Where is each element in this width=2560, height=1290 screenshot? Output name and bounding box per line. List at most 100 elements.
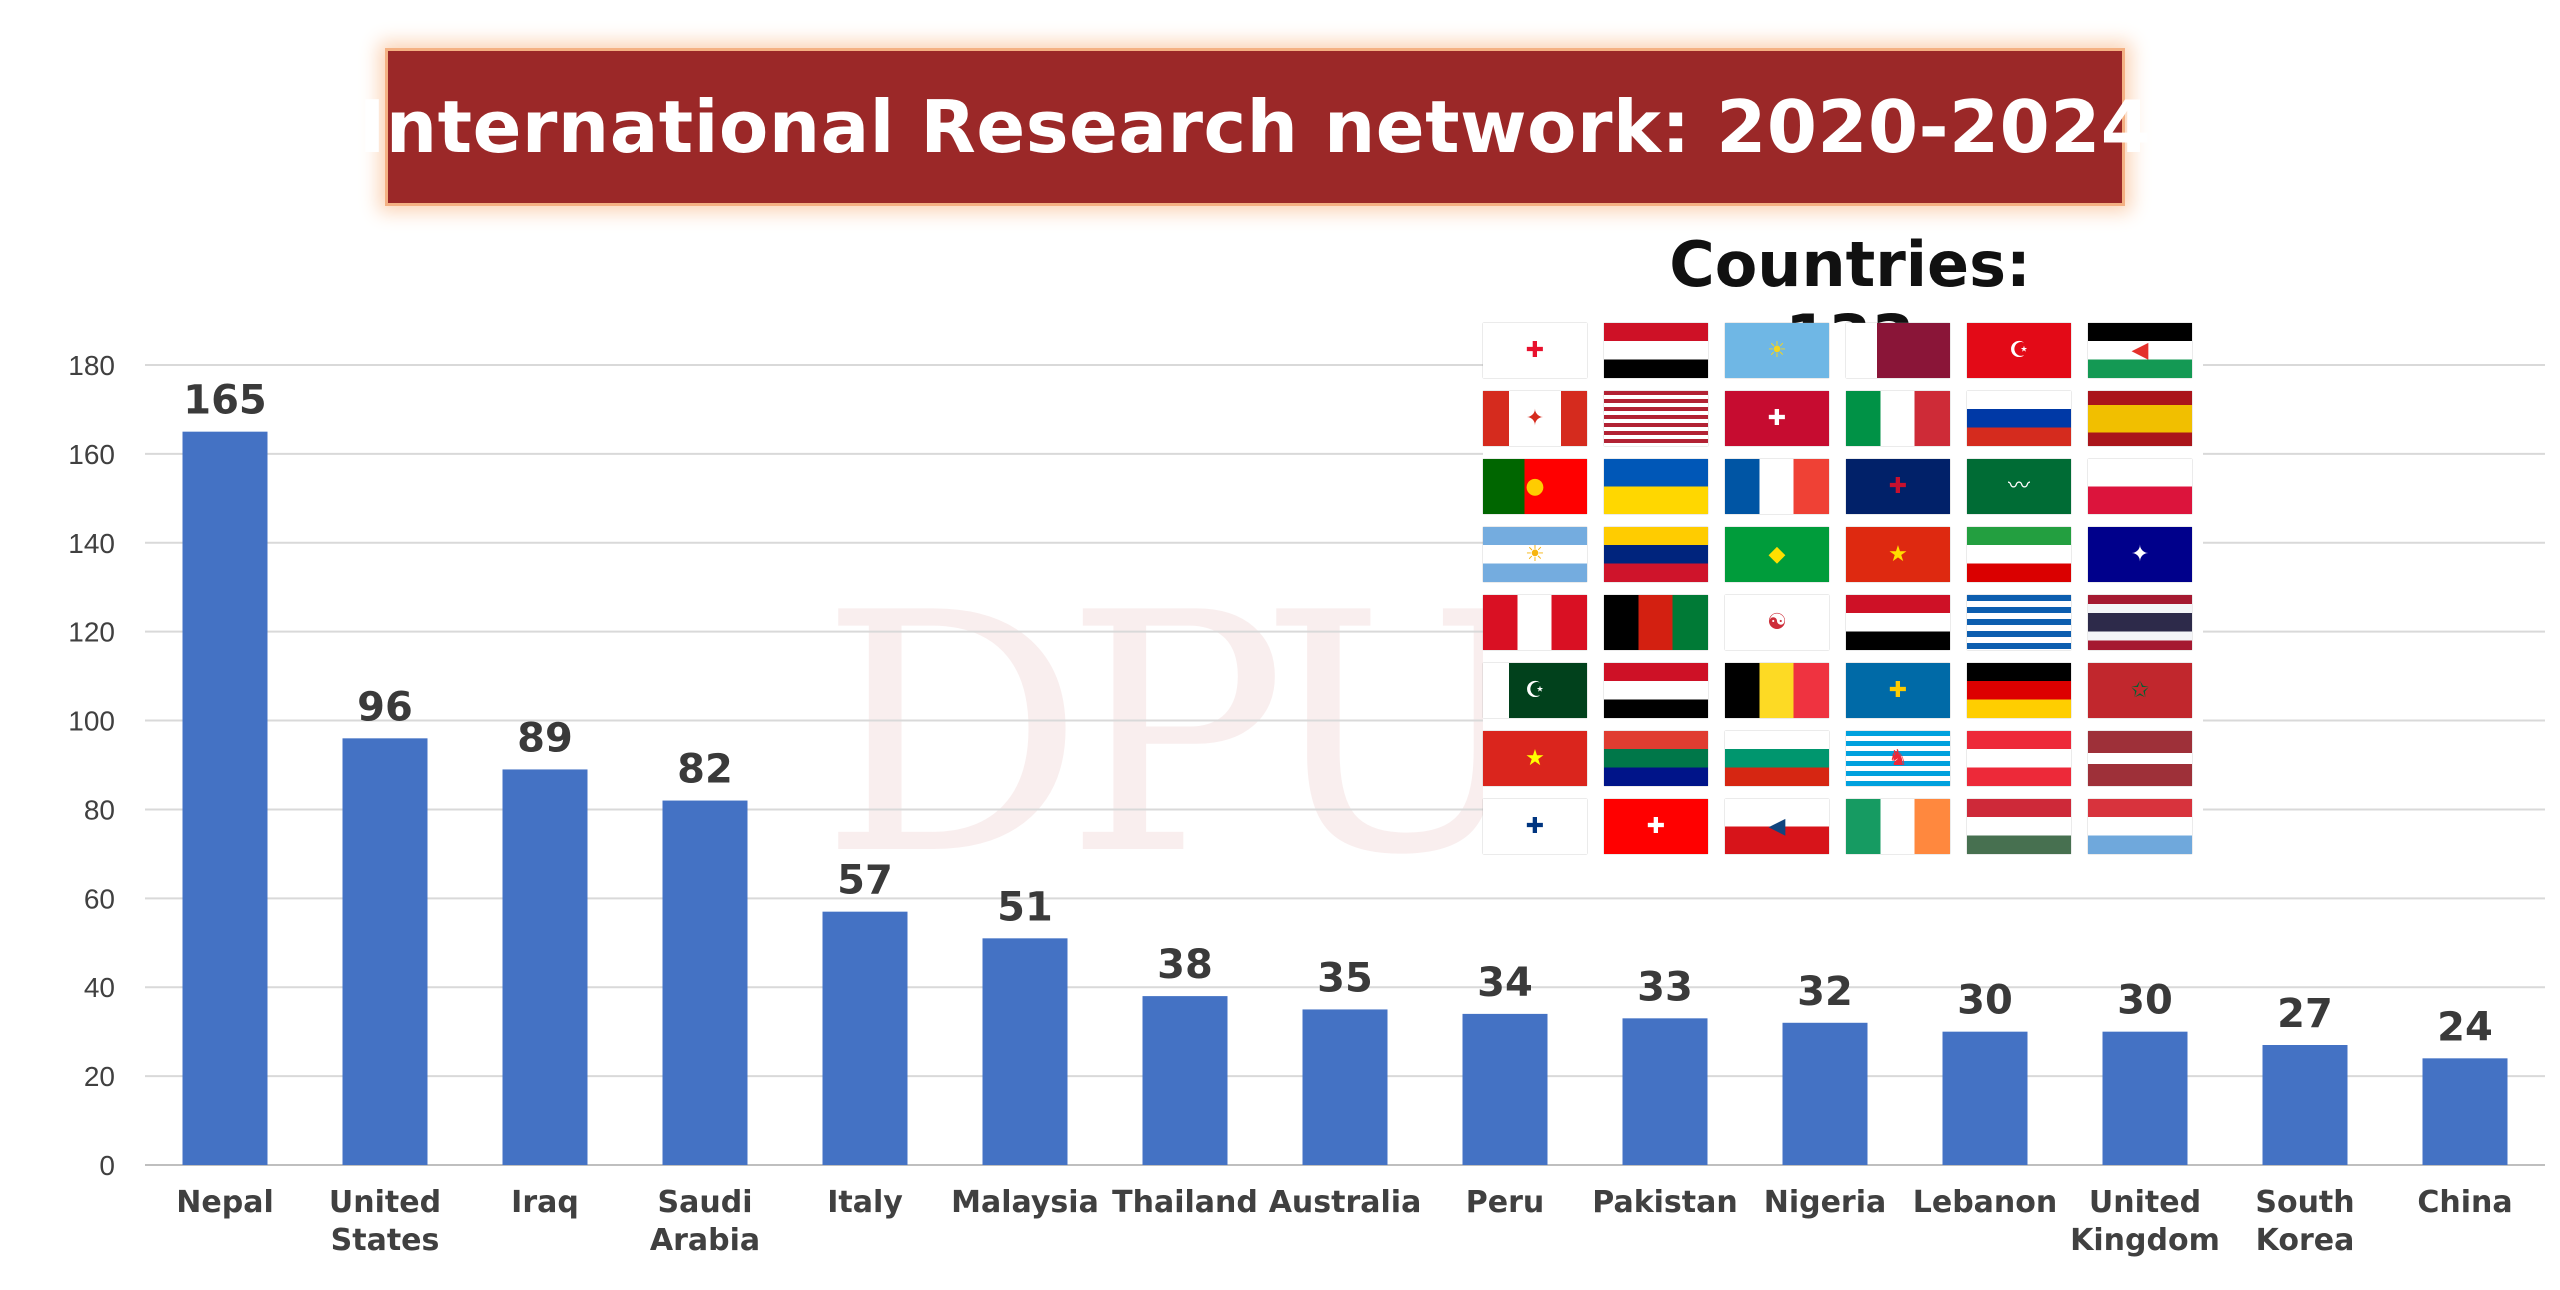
- y-axis-ticks: 0 20 40 60 80 100 120 140 160 180: [68, 350, 115, 1181]
- flag-egypt-icon: [1604, 323, 1708, 378]
- x-tick-label: United: [329, 1185, 441, 1220]
- data-label: 38: [1157, 942, 1213, 988]
- x-tick-label: Iraq: [511, 1185, 579, 1220]
- flag-emblem-icon: ☀: [1767, 337, 1787, 363]
- flag-qatar-icon: [1846, 323, 1950, 378]
- data-label: 30: [2117, 978, 2173, 1024]
- x-tick-label: Nepal: [176, 1185, 273, 1220]
- data-label: 96: [357, 684, 413, 730]
- x-tick-label: China: [2417, 1185, 2512, 1220]
- flag-ukraine-icon: [1604, 459, 1708, 514]
- flag-switzerland-icon: ✚: [1604, 799, 1708, 854]
- flag-australia-icon: ✦: [2088, 527, 2192, 582]
- x-tick-label: States: [331, 1223, 440, 1258]
- flag-palestine-icon: ◀: [2088, 323, 2192, 378]
- y-tick-label: 180: [68, 350, 115, 381]
- chart-title: International Research network: 2020-202…: [358, 85, 2152, 169]
- data-label: 51: [997, 884, 1053, 930]
- title-banner: International Research network: 2020-202…: [359, 48, 2151, 206]
- flag-red-white-blue-icon: [2088, 799, 2192, 854]
- flag-emblem-icon: 〰: [2007, 473, 2031, 499]
- bars: [182, 431, 2508, 1166]
- y-tick-label: 60: [84, 883, 115, 914]
- data-label: 33: [1637, 964, 1693, 1010]
- flag-czech-republic-icon: ◀: [1725, 799, 1829, 854]
- x-tick-label: Kingdom: [2070, 1223, 2220, 1258]
- flag-peru-icon: [1483, 595, 1587, 650]
- flag-kazakhstan-icon: ☀: [1725, 323, 1829, 378]
- data-label: 24: [2437, 1004, 2493, 1050]
- flag-emblem-icon: ◆: [1768, 541, 1786, 567]
- flag-emblem-icon: ✦: [1525, 405, 1545, 431]
- flag-united-kingdom-icon: ✚: [1846, 459, 1950, 514]
- x-tick-label: Arabia: [650, 1223, 760, 1258]
- flag-hungary-icon: [1967, 799, 2071, 854]
- flag-finland-icon: ✚: [1483, 799, 1587, 854]
- x-tick-label: Nigeria: [1764, 1185, 1887, 1220]
- flag-pakistan-icon: ☪: [1483, 663, 1587, 718]
- flag-emblem-icon: ✚: [1525, 337, 1545, 363]
- flag-morocco-icon: ✩: [2088, 663, 2192, 718]
- flag-emblem-icon: ☪: [1525, 677, 1545, 703]
- y-tick-label: 120: [68, 617, 115, 648]
- y-tick-label: 140: [68, 528, 115, 559]
- bar: [2102, 1031, 2188, 1165]
- x-tick-label: Peru: [1466, 1185, 1545, 1220]
- flag-austria-coa-icon: [1967, 731, 2071, 786]
- flag-south-korea-icon: ☯: [1725, 595, 1829, 650]
- x-tick-label: South: [2255, 1185, 2354, 1220]
- x-tick-label: Korea: [2256, 1223, 2355, 1258]
- x-tick-label: United: [2089, 1185, 2201, 1220]
- flag-emblem-icon: ✚: [1767, 405, 1787, 431]
- flag-syria-icon: [1604, 663, 1708, 718]
- x-tick-label: Lebanon: [1913, 1185, 2058, 1220]
- flag-thailand-icon: [2088, 595, 2192, 650]
- flag-turkey-icon: ☪: [1967, 323, 2071, 378]
- flag-afghanistan-icon: [1604, 595, 1708, 650]
- flag-poland-coa-icon: [2088, 459, 2192, 514]
- flag-canada-icon: ✦: [1483, 391, 1587, 446]
- flag-emblem-icon: ☀: [1525, 541, 1545, 567]
- flag-south-africa-icon: [1604, 731, 1708, 786]
- bar: [1142, 996, 1228, 1165]
- watermark-logo: DPU: [820, 543, 1539, 927]
- bar: [822, 911, 908, 1165]
- flag-portugal-icon: ●: [1483, 459, 1587, 514]
- bar: [2262, 1045, 2348, 1165]
- flag-emblem-icon: ✚: [1646, 813, 1666, 839]
- flag-sweden-icon: ✚: [1846, 663, 1950, 718]
- flag-emblem-icon: ●: [1525, 473, 1545, 499]
- flag-emblem-icon: ☪: [2009, 337, 2029, 363]
- bar: [982, 938, 1068, 1165]
- flag-emblem-icon: ✦: [2130, 541, 2150, 567]
- flag-emblem-icon: ✩: [2130, 677, 2150, 703]
- data-label: 165: [183, 378, 267, 424]
- flag-iran-icon: [1967, 527, 2071, 582]
- flag-venezuela-icon: [1604, 527, 1708, 582]
- flag-emblem-icon: ♞: [1888, 745, 1908, 771]
- flag-italy-icon: [1846, 391, 1950, 446]
- bar: [342, 738, 428, 1165]
- data-label: 89: [517, 715, 573, 761]
- y-tick-label: 40: [84, 972, 115, 1003]
- bar: [662, 800, 748, 1165]
- flag-argentina-icon: ☀: [1483, 527, 1587, 582]
- y-tick-label: 100: [68, 706, 115, 737]
- x-tick-label: Malaysia: [951, 1185, 1099, 1220]
- flag-emblem-icon: ★: [1525, 745, 1545, 771]
- flag-emblem-icon: ✚: [1525, 813, 1545, 839]
- flag-saudi-arabia-icon: 〰: [1967, 459, 2071, 514]
- y-tick-label: 20: [84, 1061, 115, 1092]
- flag-emblem-icon: ◀: [2131, 337, 2149, 363]
- x-tick-label: Thailand: [1112, 1185, 1258, 1220]
- flag-grid: ✚ ☀ ☪ ◀ ✦ ✚ ● ✚ 〰 ☀ ◆ ★ ✦ ☯ ☪ ✚ ✩ ★ ♞ ✚ ✚ ◀: [1483, 323, 2203, 861]
- flag-germany-icon: [1967, 663, 2071, 718]
- data-label: 34: [1477, 960, 1533, 1006]
- data-label: 57: [837, 858, 893, 904]
- data-label: 27: [2277, 991, 2333, 1037]
- flag-russia-icon: [1967, 391, 2071, 446]
- bar: [502, 769, 588, 1165]
- flag-vietnam-icon: ★: [1483, 731, 1587, 786]
